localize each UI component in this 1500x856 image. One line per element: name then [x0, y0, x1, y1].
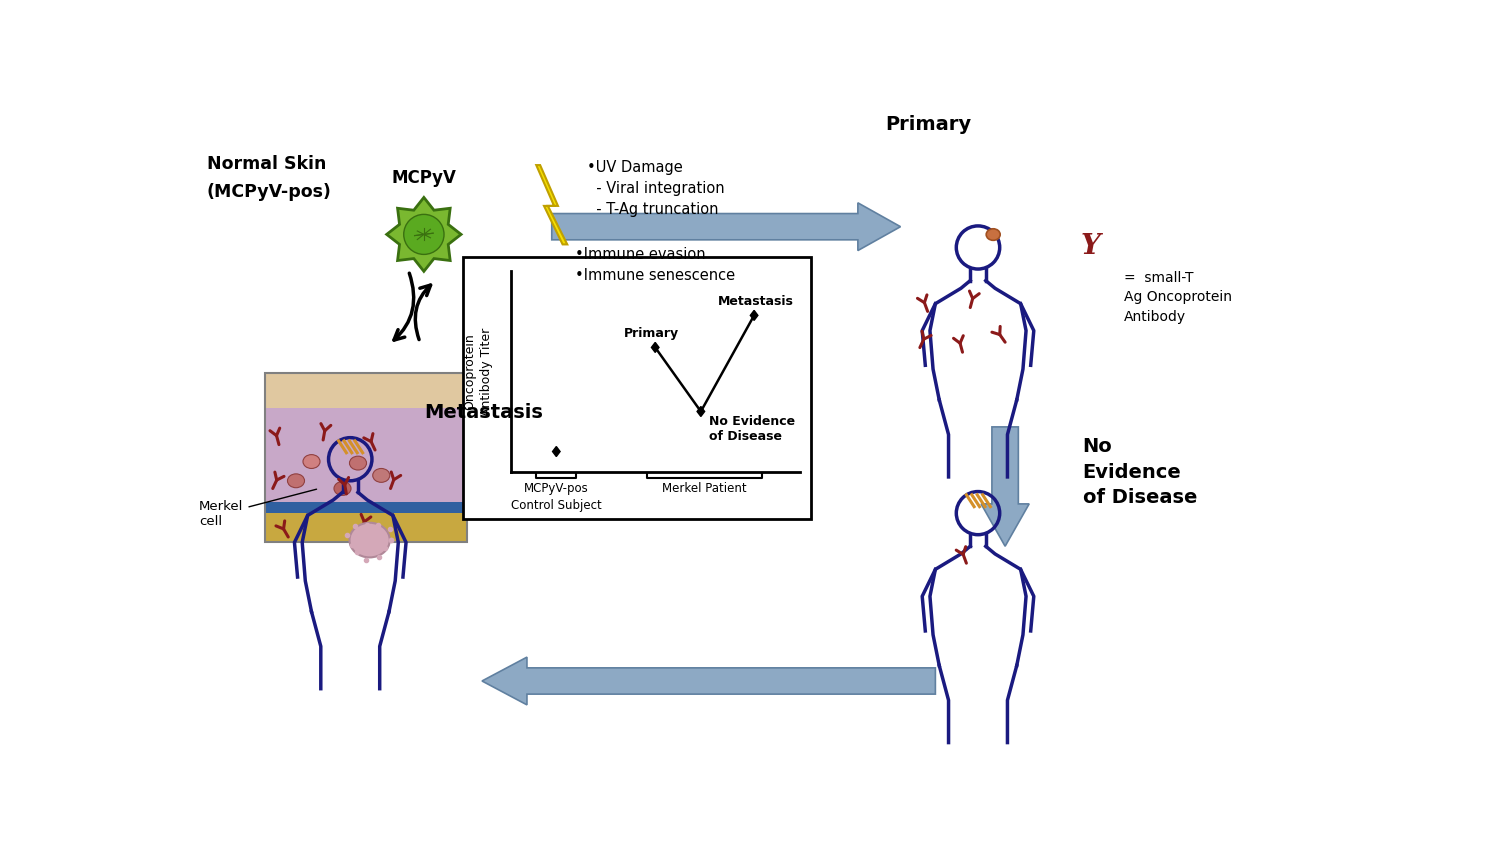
Text: Metastasis: Metastasis	[424, 402, 543, 421]
Text: Primary: Primary	[624, 327, 680, 340]
Polygon shape	[537, 165, 567, 245]
Text: Primary: Primary	[885, 116, 971, 134]
Ellipse shape	[350, 523, 390, 557]
Polygon shape	[482, 657, 936, 704]
Text: Merkel
cell: Merkel cell	[200, 489, 316, 528]
Ellipse shape	[288, 474, 304, 488]
Text: Control Subject: Control Subject	[512, 498, 602, 512]
Ellipse shape	[334, 482, 351, 496]
Circle shape	[404, 214, 444, 254]
Ellipse shape	[350, 456, 366, 470]
Polygon shape	[387, 198, 460, 271]
Text: Merkel Patient: Merkel Patient	[663, 482, 747, 495]
Ellipse shape	[986, 229, 1000, 241]
Polygon shape	[266, 510, 466, 543]
Text: (MCPyV-pos): (MCPyV-pos)	[207, 183, 332, 201]
Text: •UV Damage
  - Viral integration
  - T-Ag truncation: •UV Damage - Viral integration - T-Ag tr…	[586, 160, 724, 217]
Text: Y: Y	[1080, 233, 1100, 260]
Ellipse shape	[303, 455, 320, 468]
Ellipse shape	[372, 468, 390, 482]
Text: Oncoprotein
Antibody Titer: Oncoprotein Antibody Titer	[464, 327, 492, 415]
Text: MCPyV-pos: MCPyV-pos	[524, 482, 588, 495]
FancyBboxPatch shape	[462, 258, 812, 520]
Polygon shape	[552, 203, 900, 251]
Polygon shape	[266, 373, 466, 407]
Polygon shape	[266, 500, 466, 513]
Polygon shape	[651, 342, 658, 353]
Text: Normal Skin: Normal Skin	[207, 155, 327, 173]
Polygon shape	[266, 406, 466, 502]
Text: No
Evidence
of Disease: No Evidence of Disease	[1083, 437, 1197, 508]
Polygon shape	[750, 311, 758, 320]
Polygon shape	[698, 407, 705, 417]
Polygon shape	[981, 427, 1029, 546]
Text: •Immune evasion
•Immune senescence: •Immune evasion •Immune senescence	[574, 247, 735, 283]
Text: MCPyV: MCPyV	[392, 169, 456, 187]
Text: No Evidence
of Disease: No Evidence of Disease	[708, 414, 795, 443]
Text: Metastasis: Metastasis	[717, 294, 794, 307]
Polygon shape	[552, 447, 560, 456]
Text: =  small-T
Ag Oncoprotein
Antibody: = small-T Ag Oncoprotein Antibody	[1124, 270, 1232, 324]
